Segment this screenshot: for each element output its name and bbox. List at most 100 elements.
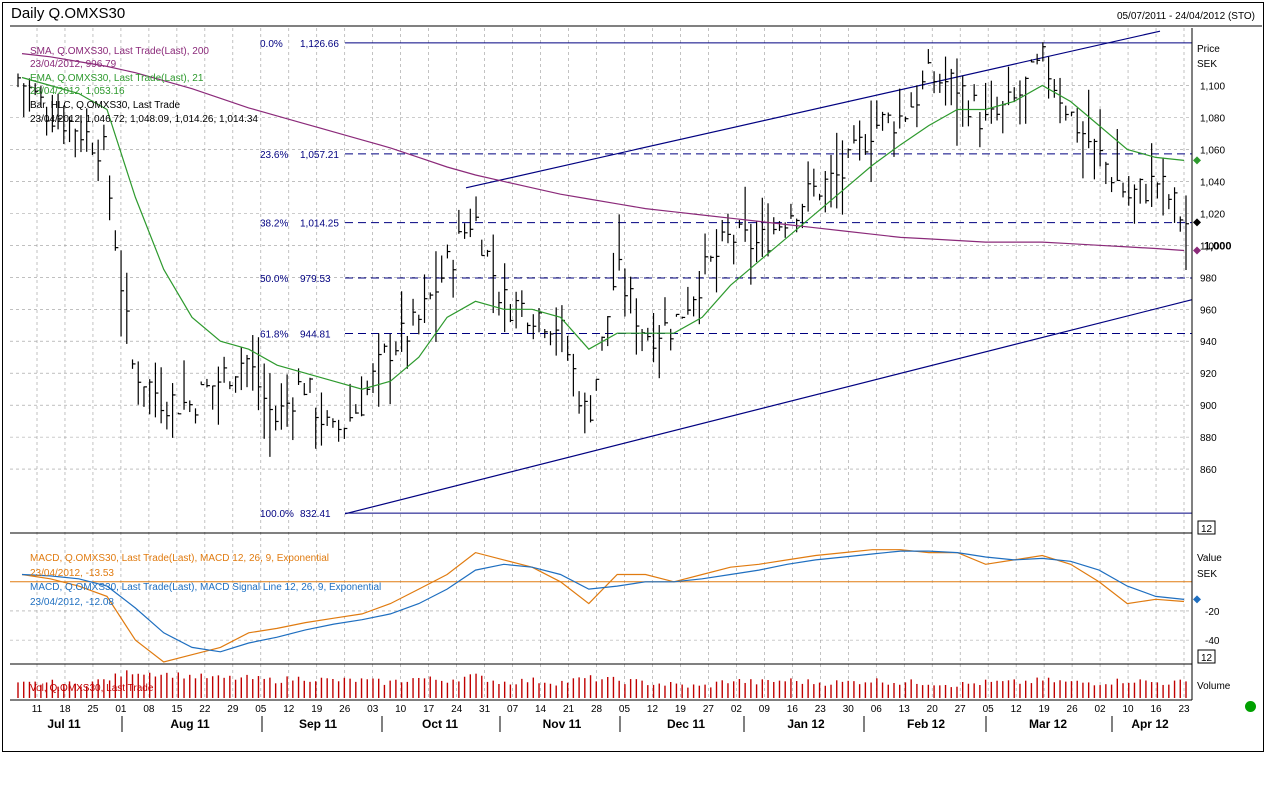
day-tick-label: 09 <box>759 704 771 715</box>
macd-badge-text: 12 <box>1201 653 1213 664</box>
day-tick-label: 02 <box>1095 704 1107 715</box>
day-tick-label: 10 <box>395 704 407 715</box>
price-tick-label: 980 <box>1200 273 1217 284</box>
legend-ema-value: 23/04/2012, 1,053.16 <box>30 86 125 97</box>
volume-axis-title: Volume <box>1197 681 1231 692</box>
fibonacci-value: 832.41 <box>300 509 331 520</box>
day-tick-label: 27 <box>955 704 967 715</box>
day-tick-label: 22 <box>199 704 211 715</box>
price-current-label: 1,000 <box>1204 240 1232 252</box>
chart-title: Daily Q.OMXS30 <box>11 5 126 22</box>
month-label: Jul 11 <box>47 717 81 731</box>
day-tick-label: 12 <box>1011 704 1023 715</box>
day-tick-label: 31 <box>479 704 491 715</box>
day-tick-label: 12 <box>283 704 295 715</box>
fibonacci-value: 1,126.66 <box>300 39 339 50</box>
fibonacci-percent: 23.6% <box>260 150 288 161</box>
day-tick-label: 19 <box>675 704 687 715</box>
day-tick-label: 05 <box>619 704 631 715</box>
month-label: Nov 11 <box>543 717 582 731</box>
month-label: Feb 12 <box>907 717 945 731</box>
day-tick-label: 21 <box>563 704 575 715</box>
day-tick-label: 01 <box>115 704 127 715</box>
price-badge[interactable] <box>1197 520 1216 535</box>
price-tick-label: 1,040 <box>1200 177 1225 188</box>
indicator-lines: 1,000 <box>21 53 1232 390</box>
day-tick-label: 20 <box>927 704 939 715</box>
price-tick-label: 920 <box>1200 369 1217 380</box>
legend-bar-label: Bar, HLC, Q.OMXS30, Last Trade <box>30 100 181 111</box>
legend-bar-value: 23/04/2012, 1,046.72, 1,048.09, 1,014.26… <box>30 114 258 125</box>
price-tick-label: 860 <box>1200 465 1217 476</box>
lower-trend-line <box>344 299 1193 515</box>
bar-last-marker <box>1193 218 1201 227</box>
legend-sma-label: SMA, Q.OMXS30, Last Trade(Last), 200 <box>30 46 209 57</box>
day-tick-label: 12 <box>647 704 659 715</box>
fibonacci-value: 1,057.21 <box>300 150 339 161</box>
day-tick-label: 28 <box>591 704 603 715</box>
month-label: Aug 11 <box>170 717 210 731</box>
day-tick-label: 06 <box>871 704 883 715</box>
price-tick-label: 960 <box>1200 305 1217 316</box>
price-tick-label: 1,020 <box>1200 209 1225 220</box>
fibonacci-value: 979.53 <box>300 274 331 285</box>
price-bars <box>17 42 1189 457</box>
fibonacci-value: 944.81 <box>300 330 331 341</box>
day-tick-label: 26 <box>1067 704 1079 715</box>
day-tick-label: 24 <box>451 704 463 715</box>
macd-signal-line <box>21 550 1185 653</box>
price-badge-text: 12 <box>1201 524 1213 535</box>
trend-lines <box>344 30 1193 515</box>
fibonacci-percent: 50.0% <box>260 274 288 285</box>
ema-last-marker <box>1193 156 1201 165</box>
day-tick-label: 30 <box>843 704 855 715</box>
fibonacci-percent: 61.8% <box>260 330 288 341</box>
month-label: Oct 11 <box>422 717 458 731</box>
macd-last-marker <box>1193 595 1201 604</box>
macd-tick-label: -20 <box>1205 607 1220 618</box>
macd-tick-label: -40 <box>1205 636 1220 647</box>
macd-axis-unit: SEK <box>1197 569 1217 580</box>
axes: 11 18 25 01 08 15 22 29 05 12 19 26 03 10 17 24 31 07 14 21… <box>10 25 1262 732</box>
day-tick-label: 17 <box>423 704 435 715</box>
legend-ema-label: EMA, Q.OMXS30, Last Trade(Last), 21 <box>30 73 204 84</box>
month-label: Jan 12 <box>787 717 825 731</box>
day-tick-label: 13 <box>899 704 911 715</box>
price-axis-unit: SEK <box>1197 59 1217 70</box>
day-tick-label: 15 <box>171 704 183 715</box>
price-tick-label: 1,080 <box>1200 113 1225 124</box>
ema-line <box>21 76 1185 390</box>
day-tick-label: 19 <box>311 704 323 715</box>
day-tick-label: 07 <box>507 704 519 715</box>
legend-macd-value: 23/04/2012, -13.53 <box>30 568 114 579</box>
day-tick-label: 16 <box>1150 704 1162 715</box>
macd-panel <box>10 549 1201 663</box>
day-tick-label: 11 <box>32 704 43 715</box>
macd-badge[interactable] <box>1197 649 1216 664</box>
fibonacci-percent: 0.0% <box>260 39 283 50</box>
sma-line <box>21 53 1185 252</box>
macd-axis-title: Value <box>1197 553 1222 564</box>
upper-trend-line <box>465 30 1161 189</box>
chart-window: Daily Q.OMXS30 05/07/2011 - 24/04/2012 (… <box>2 2 1264 752</box>
price-tick-label: 900 <box>1200 401 1217 412</box>
legend-macd-label: MACD, Q.OMXS30, Last Trade(Last), MACD 1… <box>30 553 329 564</box>
fibonacci-levels: 0.0% 1,126.66 23.6% 1,057.21 38.2% 1,014.25 50… <box>260 39 1192 520</box>
day-tick-label: 19 <box>1039 704 1051 715</box>
grid <box>10 28 1192 698</box>
day-tick-label: 02 <box>731 704 743 715</box>
price-tick-label: 1,100 <box>1200 82 1225 93</box>
date-range: 05/07/2011 - 24/04/2012 (STO) <box>1116 11 1255 22</box>
fibonacci-percent: 100.0% <box>260 509 294 520</box>
month-label: Sep 11 <box>299 717 337 731</box>
day-tick-label: 08 <box>143 704 155 715</box>
day-tick-label: 03 <box>367 704 379 715</box>
day-tick-label: 23 <box>1178 704 1190 715</box>
legend-signal-value: 23/04/2012, -12.08 <box>30 597 114 608</box>
macd-line <box>21 549 1185 663</box>
day-tick-label: 29 <box>227 704 239 715</box>
price-tick-label: 880 <box>1200 433 1217 444</box>
status-indicator-icon <box>1245 701 1256 712</box>
sma-last-marker <box>1193 246 1201 255</box>
